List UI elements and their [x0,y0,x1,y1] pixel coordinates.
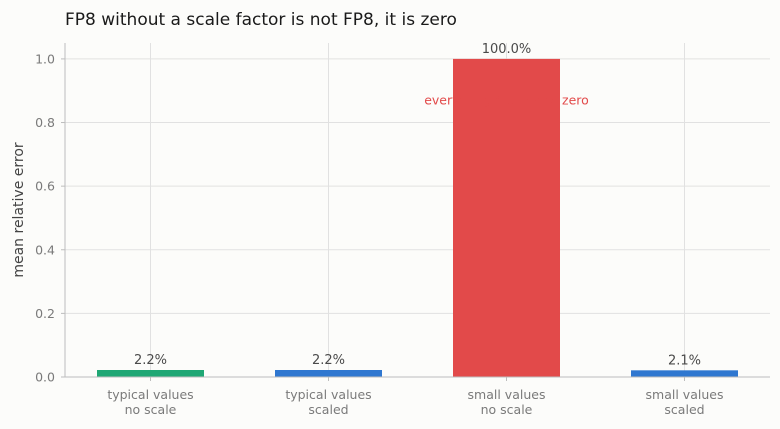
x-tick-label: typical values [107,387,193,402]
bar [631,370,738,377]
x-tick-label: scaled [308,402,348,417]
data-label: 2.1% [668,353,701,368]
y-tick-label: 0.0 [35,370,55,385]
y-tick-label: 0.4 [35,242,55,257]
x-tick-label: typical values [285,387,371,402]
y-tick-label: 0.2 [35,306,55,321]
x-tick-label: scaled [664,402,704,417]
x-tick-label: small values [468,387,546,402]
x-tick-label: small values [646,387,724,402]
data-label: 2.2% [134,353,167,368]
bar [97,370,204,377]
y-tick-label: 1.0 [35,51,55,66]
data-label: 2.2% [312,353,345,368]
x-tick-label: no scale [481,402,533,417]
data-label: 100.0% [482,42,532,57]
axes [61,43,770,381]
y-axis-label: mean relative error [11,142,27,278]
y-tick-label: 0.6 [35,179,55,194]
x-tick-label: no scale [125,402,177,417]
chart-title: FP8 without a scale factor is not FP8, i… [65,10,457,30]
bar [453,58,560,378]
grid [65,43,770,378]
annotation: everything flushed to zero [424,92,589,107]
bar [275,370,382,377]
y-tick-label: 0.8 [35,115,55,130]
bars [97,58,738,378]
